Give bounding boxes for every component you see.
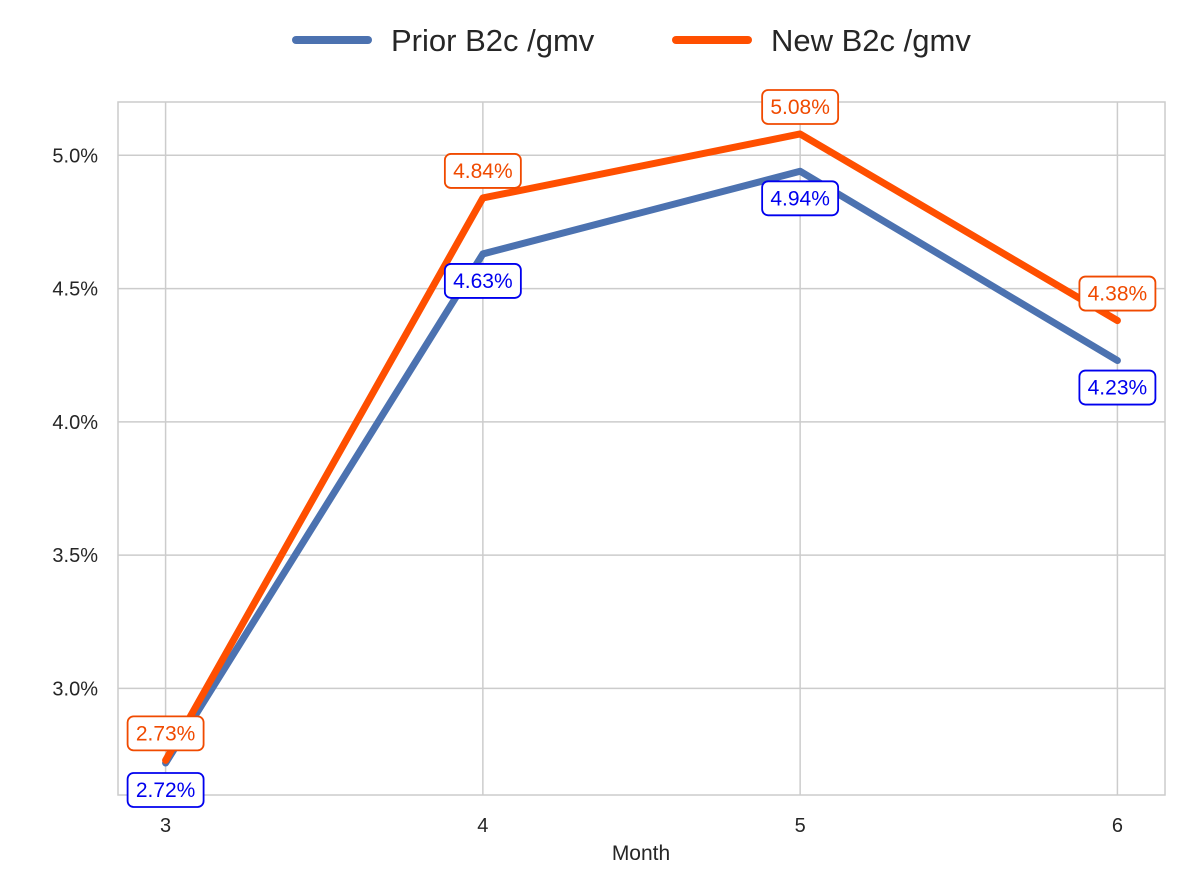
x-tick-label: 6 <box>1112 815 1123 837</box>
y-axis: 3.0% 3.5% 4.0% 4.5% 5.0% <box>52 145 98 700</box>
data-label-text: 4.23% <box>1088 377 1148 400</box>
series-lines <box>162 130 1121 767</box>
data-label-box <box>761 89 840 125</box>
data-label-text: 2.72% <box>136 779 196 802</box>
plot-area-frame <box>117 101 1166 796</box>
y-tick-label: 4.5% <box>52 279 98 301</box>
data-label-text: 4.63% <box>453 270 513 293</box>
x-tick-label: 4 <box>477 815 488 837</box>
data-label-text: 4.84% <box>453 160 513 183</box>
data-label: 2.73% <box>126 715 205 752</box>
grid-lines <box>118 102 1165 795</box>
series-line-new <box>162 130 1121 764</box>
data-label-text: 2.73% <box>136 722 196 745</box>
data-label-box <box>761 180 840 217</box>
y-tick-label: 3.5% <box>52 545 98 567</box>
legend-entry: Prior B2c /gmv <box>292 23 595 58</box>
legend-label: New B2c /gmv <box>771 23 971 58</box>
y-tick-label: 5.0% <box>52 145 98 167</box>
data-labels: 2.72% 4.63% 4.94% 4.23% 2.73% 4.84% 5.08% 4.38% <box>126 89 1157 808</box>
data-label: 2.72% <box>126 772 205 808</box>
x-axis-label: Month <box>612 842 670 865</box>
data-label: 4.23% <box>1078 369 1157 406</box>
legend-label: Prior B2c /gmv <box>391 23 595 58</box>
data-label-box <box>126 772 205 808</box>
data-label: 4.84% <box>443 153 522 189</box>
data-label: 4.63% <box>443 263 522 299</box>
data-label-box <box>1078 275 1157 312</box>
data-label-box <box>1078 369 1157 406</box>
data-label-box <box>126 715 205 752</box>
data-label-text: 5.08% <box>770 96 830 119</box>
y-tick-label: 4.0% <box>52 412 98 434</box>
y-tick-label: 3.0% <box>52 678 98 700</box>
data-label: 5.08% <box>761 89 840 125</box>
x-tick-label: 5 <box>795 815 806 837</box>
data-label: 4.38% <box>1078 275 1157 312</box>
series-line-prior <box>162 167 1121 767</box>
data-label: 4.94% <box>761 180 840 217</box>
legend: Prior B2c /gmv New B2c /gmv <box>292 23 971 58</box>
x-tick-label: 3 <box>160 815 171 837</box>
data-label-box <box>443 153 522 189</box>
data-label-text: 4.38% <box>1088 283 1148 306</box>
x-axis: 3 4 5 6 <box>160 815 1123 837</box>
data-label-text: 4.94% <box>770 187 830 210</box>
legend-entry: New B2c /gmv <box>672 23 971 58</box>
data-label-box <box>443 263 522 299</box>
